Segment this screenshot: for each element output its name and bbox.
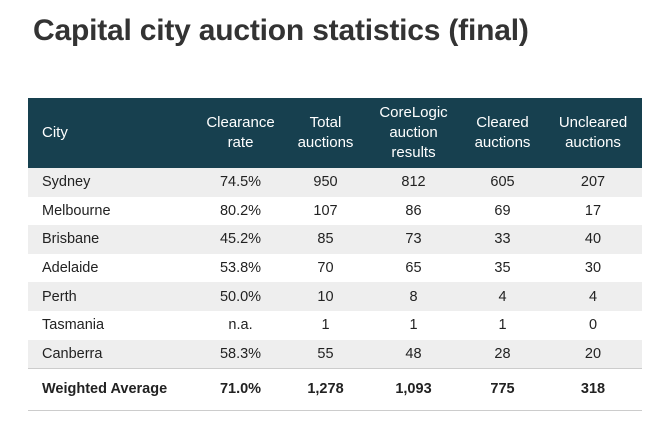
- page-title: Capital city auction statistics (final): [33, 14, 529, 47]
- cell-cleared-auctions: 605: [490, 174, 515, 191]
- cell-corelogic-results: 48: [405, 345, 422, 362]
- header-city: City: [42, 124, 68, 141]
- cell-corelogic-results: 1: [409, 317, 418, 334]
- cell-clearance-rate: 45.2%: [219, 231, 262, 248]
- cell-cleared-auctions: 4: [498, 288, 507, 305]
- cell-corelogic-results: 73: [405, 231, 422, 248]
- header-cleared-auctions: Cleared auctions: [461, 98, 544, 168]
- cell-clearance-rate: 71.0%: [196, 367, 285, 411]
- cell-corelogic-results: 86: [405, 202, 422, 219]
- header-uncleared-auctions: Uncleared auctions: [544, 98, 642, 168]
- cell-cleared-auctions: 775: [461, 367, 544, 411]
- header-line: results: [391, 144, 436, 161]
- cell-clearance-rate: 74.5%: [219, 174, 262, 191]
- table-footer: Weighted Average 71.0% 1,278 1,093 775 3…: [28, 367, 642, 411]
- cell-cleared-auctions: 1: [498, 317, 507, 334]
- header-line: Clearance: [206, 114, 275, 131]
- header-row: City Clearance rate Total auctions CoreL…: [28, 98, 642, 168]
- table-row: Tasmania n.a. 1 1 1 0: [28, 311, 642, 340]
- cell-total-auctions: 1,278: [285, 367, 366, 411]
- cell-uncleared-auctions: 207: [580, 174, 606, 191]
- cell-total-auctions: 70: [317, 260, 334, 277]
- cell-uncleared-auctions: 318: [544, 367, 642, 411]
- cell-uncleared-auctions: 17: [584, 202, 602, 219]
- cell-clearance-rate: 53.8%: [219, 260, 262, 277]
- table-row: Canberra 58.3% 55 48 28 20: [28, 339, 642, 369]
- cell-city: Canberra: [42, 345, 103, 362]
- table-body: Sydney 74.5% 950 812 605 207 Melbourne 8…: [28, 168, 642, 369]
- table-row: Perth 50.0% 10 8 4 4: [28, 282, 642, 311]
- cell-corelogic-results: 812: [401, 174, 426, 191]
- header-line: Cleared: [476, 114, 529, 131]
- cell-clearance-rate: 50.0%: [219, 288, 262, 305]
- cell-corelogic-results: 8: [409, 288, 418, 305]
- table-header: City Clearance rate Total auctions CoreL…: [28, 98, 642, 168]
- cell-uncleared-auctions: 20: [584, 345, 602, 362]
- cell-city: Tasmania: [42, 317, 105, 334]
- cell-total-auctions: 950: [313, 174, 338, 191]
- header-line: auctions: [297, 134, 354, 151]
- cell-cleared-auctions: 35: [494, 260, 511, 277]
- cell-corelogic-results: 65: [405, 260, 422, 277]
- header-line: CoreLogic: [379, 104, 448, 121]
- table-row: Adelaide 53.8% 70 65 35 30: [28, 254, 642, 283]
- header-clearance-rate: Clearance rate: [196, 98, 285, 168]
- table-row: Melbourne 80.2% 107 86 69 17: [28, 197, 642, 226]
- cell-corelogic-results: 1,093: [366, 367, 461, 411]
- cell-clearance-rate: 58.3%: [219, 345, 262, 362]
- header-line: Total: [309, 114, 342, 131]
- header-line: auction: [389, 124, 438, 141]
- cell-uncleared-auctions: 30: [584, 260, 602, 277]
- cell-cleared-auctions: 69: [494, 202, 511, 219]
- cell-cleared-auctions: 28: [494, 345, 511, 362]
- table-row: Sydney 74.5% 950 812 605 207: [28, 168, 642, 197]
- cell-city: Adelaide: [42, 260, 99, 277]
- weighted-average-row: Weighted Average 71.0% 1,278 1,093 775 3…: [28, 367, 642, 411]
- cell-uncleared-auctions: 0: [588, 317, 598, 334]
- header-line: rate: [227, 134, 254, 151]
- cell-city: Brisbane: [42, 231, 100, 248]
- header-total-auctions: Total auctions: [285, 98, 366, 168]
- cell-city: Weighted Average: [28, 367, 196, 411]
- cell-city: Sydney: [42, 174, 91, 191]
- header-line: auctions: [565, 134, 621, 151]
- cell-uncleared-auctions: 4: [588, 288, 598, 305]
- cell-clearance-rate: n.a.: [228, 317, 253, 334]
- cell-uncleared-auctions: 40: [584, 231, 602, 248]
- cell-city: Melbourne: [42, 202, 111, 219]
- header-corelogic-results: CoreLogic auction results: [366, 98, 461, 168]
- auction-statistics-table: City Clearance rate Total auctions CoreL…: [28, 98, 642, 411]
- cell-cleared-auctions: 33: [494, 231, 511, 248]
- header-line: auctions: [474, 134, 531, 151]
- header-line: Uncleared: [558, 114, 628, 131]
- cell-clearance-rate: 80.2%: [219, 202, 262, 219]
- cell-total-auctions: 10: [317, 288, 334, 305]
- cell-total-auctions: 55: [317, 345, 334, 362]
- cell-city: Perth: [42, 288, 77, 305]
- cell-total-auctions: 85: [317, 231, 334, 248]
- table-row: Brisbane 45.2% 85 73 33 40: [28, 225, 642, 254]
- cell-total-auctions: 107: [313, 202, 338, 219]
- cell-total-auctions: 1: [321, 317, 330, 334]
